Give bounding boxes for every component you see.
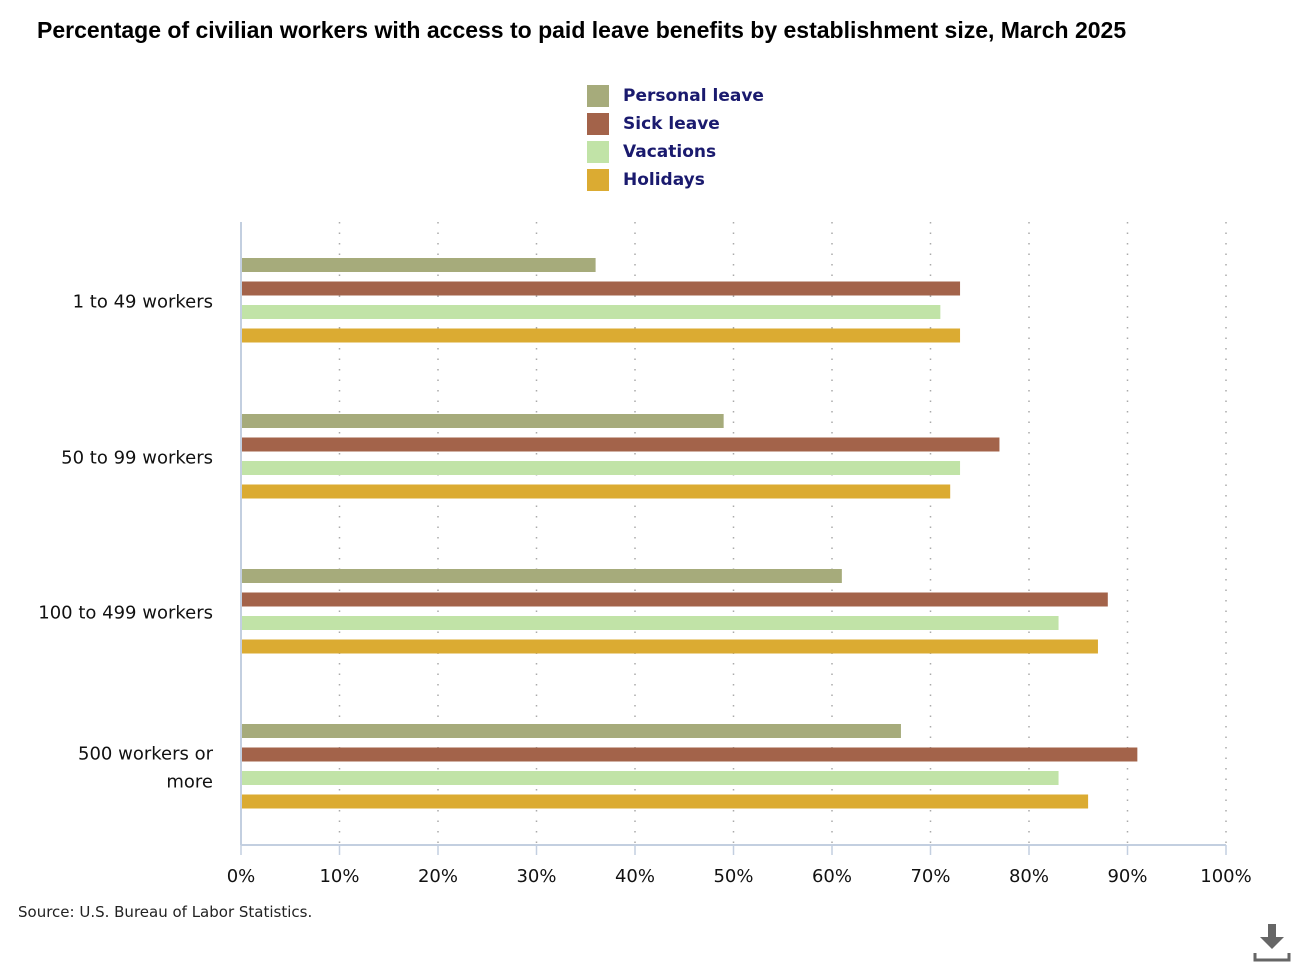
- legend-item-holidays: Holidays: [587, 166, 764, 194]
- legend-item-sick-leave: Sick leave: [587, 110, 764, 138]
- bar-vacations: [242, 616, 1059, 630]
- legend-label: Holidays: [623, 170, 705, 190]
- x-tick-label: 50%: [713, 866, 753, 887]
- x-tick-label: 60%: [812, 866, 852, 887]
- legend-label: Vacations: [623, 142, 717, 162]
- bar-holidays: [242, 639, 1098, 654]
- category-label: more: [166, 771, 213, 792]
- download-icon: [1253, 924, 1291, 962]
- bar-sick-leave: [242, 747, 1138, 762]
- x-tick-label: 90%: [1107, 866, 1147, 887]
- bar-personal-leave: [242, 724, 901, 738]
- legend-swatch-personal-leave: [587, 85, 609, 107]
- bar-vacations: [242, 305, 941, 319]
- legend-swatch-sick-leave: [587, 113, 609, 135]
- bar-vacations: [242, 461, 961, 475]
- category-label: 100 to 499 workers: [38, 602, 213, 623]
- legend-swatch-holidays: [587, 169, 609, 191]
- chart-title: Percentage of civilian workers with acce…: [37, 17, 1127, 43]
- bar-holidays: [242, 328, 961, 343]
- x-tick-label: 100%: [1200, 866, 1251, 887]
- legend-label: Sick leave: [623, 114, 720, 134]
- legend-item-personal-leave: Personal leave: [587, 82, 764, 110]
- bar-personal-leave: [242, 569, 842, 583]
- source-note: Source: U.S. Bureau of Labor Statistics.: [18, 903, 313, 921]
- x-tick-label: 40%: [615, 866, 655, 887]
- x-tick-label: 0%: [227, 866, 256, 887]
- bar-holidays: [242, 484, 951, 499]
- legend-swatch-vacations: [587, 141, 609, 163]
- category-label: 1 to 49 workers: [73, 291, 213, 312]
- bar-vacations: [242, 771, 1059, 785]
- bar-personal-leave: [242, 414, 724, 428]
- x-tick-label: 10%: [319, 866, 359, 887]
- bar-sick-leave: [242, 281, 961, 296]
- x-tick-label: 80%: [1009, 866, 1049, 887]
- category-label: 500 workers or: [78, 743, 214, 764]
- legend-label: Personal leave: [623, 86, 764, 106]
- bar-personal-leave: [242, 258, 596, 272]
- bar-sick-leave: [242, 592, 1108, 607]
- download-button[interactable]: [1252, 922, 1292, 964]
- legend: Personal leave Sick leave Vacations Holi…: [587, 82, 764, 194]
- bar-holidays: [242, 794, 1089, 809]
- x-tick-label: 70%: [910, 866, 950, 887]
- bar-sick-leave: [242, 437, 1000, 452]
- category-label: 50 to 99 workers: [61, 447, 213, 468]
- legend-item-vacations: Vacations: [587, 138, 764, 166]
- x-tick-label: 20%: [418, 866, 458, 887]
- x-tick-label: 30%: [516, 866, 556, 887]
